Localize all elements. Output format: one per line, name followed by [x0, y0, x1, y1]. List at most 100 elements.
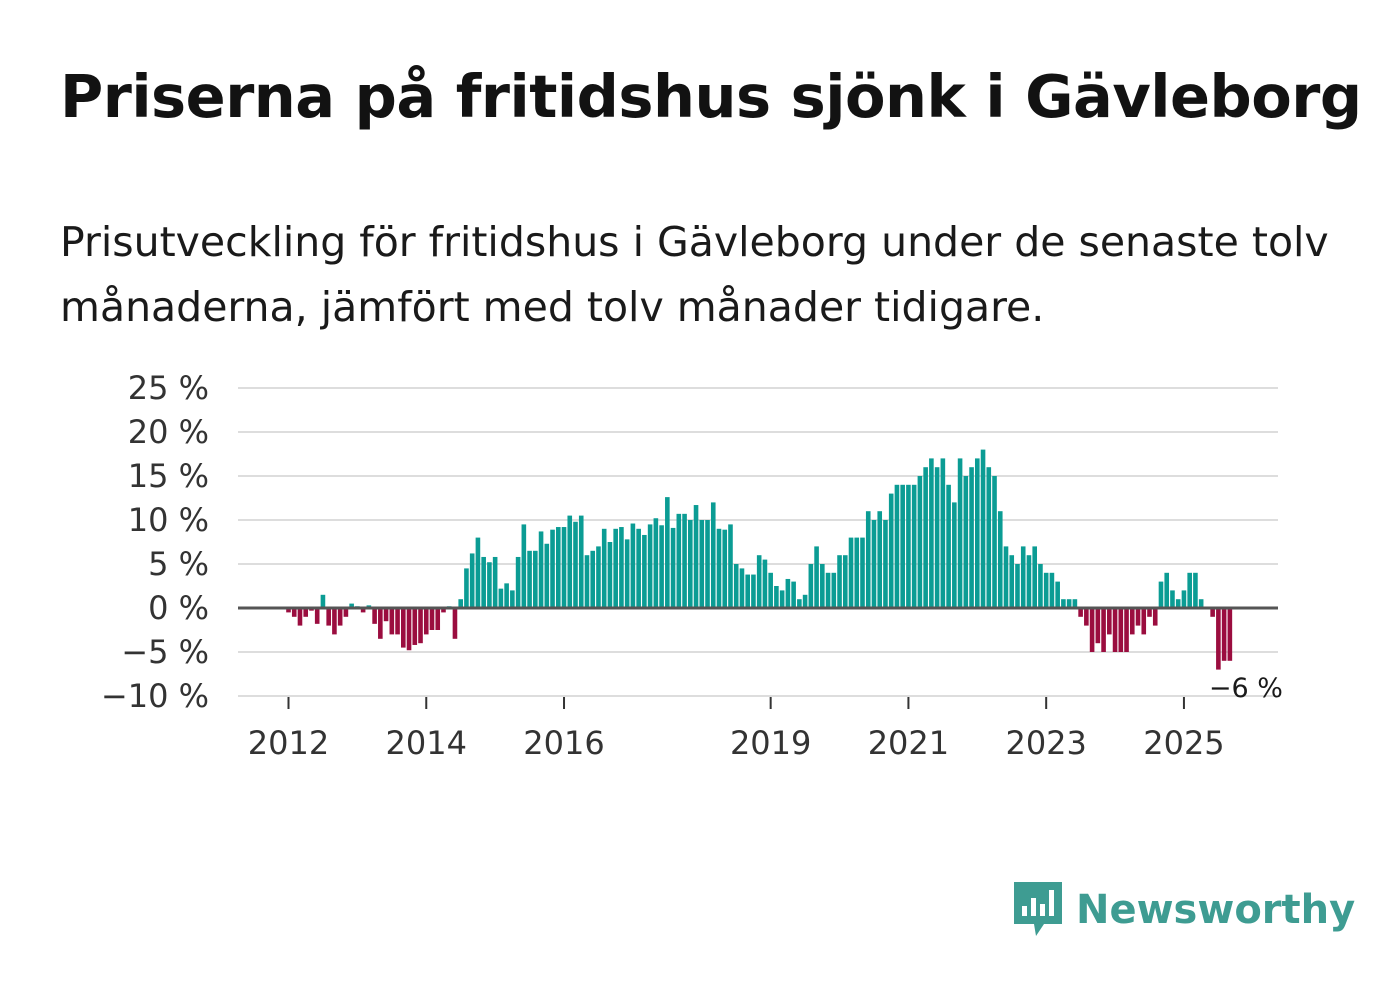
bar [1009, 555, 1015, 608]
bar [458, 599, 463, 608]
x-tick-label: 2025 [1143, 724, 1224, 762]
bar [791, 581, 796, 608]
bar [561, 527, 567, 608]
bar [487, 562, 492, 608]
bar [286, 608, 291, 613]
bar [401, 608, 406, 648]
bar [395, 608, 400, 635]
y-tick-label: −10 % [101, 677, 209, 715]
bar [343, 608, 349, 617]
bar [630, 523, 636, 608]
bar [848, 537, 854, 608]
bar [636, 528, 641, 608]
bar [389, 608, 395, 635]
bar [1193, 572, 1198, 608]
bar [607, 542, 613, 608]
bar [1216, 608, 1221, 670]
bar [1055, 581, 1060, 608]
bar [837, 555, 842, 608]
bar [573, 521, 578, 608]
bar [653, 518, 659, 608]
bar [688, 520, 693, 608]
bar [510, 590, 515, 608]
bar [498, 588, 504, 608]
bar [544, 543, 550, 608]
bar [952, 502, 957, 608]
y-tick-label: 0 % [148, 589, 209, 627]
bar [475, 537, 481, 608]
bar [670, 527, 676, 608]
bar [705, 520, 710, 608]
bar [1101, 608, 1106, 652]
bar [1152, 608, 1158, 626]
bar [1089, 608, 1095, 652]
bar [613, 528, 618, 608]
y-tick-label: 15 % [128, 457, 209, 495]
bar [934, 467, 940, 608]
bar [326, 608, 331, 626]
bar [1198, 599, 1204, 608]
bar [980, 449, 986, 608]
bar [825, 572, 831, 608]
bar [894, 484, 900, 608]
bar [957, 458, 963, 608]
x-tick-label: 2019 [730, 724, 811, 762]
bar [291, 608, 297, 617]
bar [418, 608, 423, 644]
x-tick-label: 2014 [386, 724, 467, 762]
bar [883, 520, 888, 608]
bar-chart: 25 % 20 % 15 % 10 % 5 % 0 % −5 % −10 % 2012 2014 2… [101, 369, 1283, 762]
bar [900, 484, 905, 608]
bar [751, 574, 756, 608]
bar [814, 546, 819, 608]
x-tick-label: 2012 [248, 724, 329, 762]
bar [802, 594, 808, 608]
bar [831, 572, 837, 608]
bar [332, 608, 337, 635]
bar [986, 467, 992, 608]
bar [492, 556, 498, 608]
bar [992, 476, 997, 608]
bar [756, 555, 762, 608]
bar [877, 511, 883, 608]
y-tick-label: 20 % [128, 413, 209, 451]
bar [1187, 572, 1192, 608]
bar [665, 497, 670, 608]
bar [624, 539, 630, 608]
bar [1164, 572, 1170, 608]
bar [1084, 608, 1089, 626]
y-tick-label: 10 % [128, 501, 209, 539]
bar [975, 458, 980, 608]
bar [481, 556, 486, 608]
bar [504, 583, 509, 608]
bar [1072, 599, 1078, 608]
bar [314, 608, 320, 624]
bar [929, 458, 934, 608]
bar [412, 608, 418, 645]
bar [383, 608, 389, 622]
x-tick-label: 2023 [1005, 724, 1086, 762]
bar [940, 458, 946, 608]
bar [1107, 608, 1112, 635]
bar [1158, 581, 1164, 608]
bar [682, 513, 687, 608]
bar [647, 524, 653, 608]
x-tick-label: 2021 [868, 724, 949, 762]
y-tick-label: 25 % [128, 369, 209, 407]
y-tick-label: 5 % [148, 545, 209, 583]
bar [854, 537, 860, 608]
bar [722, 529, 728, 608]
bar [1015, 564, 1020, 608]
bar [659, 525, 664, 608]
bar [1032, 546, 1037, 608]
bar [555, 527, 561, 608]
bar [1181, 590, 1187, 608]
newsworthy-logo-icon [1014, 882, 1062, 936]
bar [1135, 608, 1141, 626]
bar [1129, 608, 1135, 635]
brand-logo[interactable]: Newsworthy [1010, 880, 1355, 940]
bar [584, 555, 590, 608]
bar [774, 586, 779, 608]
bar [469, 553, 475, 608]
bar [699, 520, 705, 608]
